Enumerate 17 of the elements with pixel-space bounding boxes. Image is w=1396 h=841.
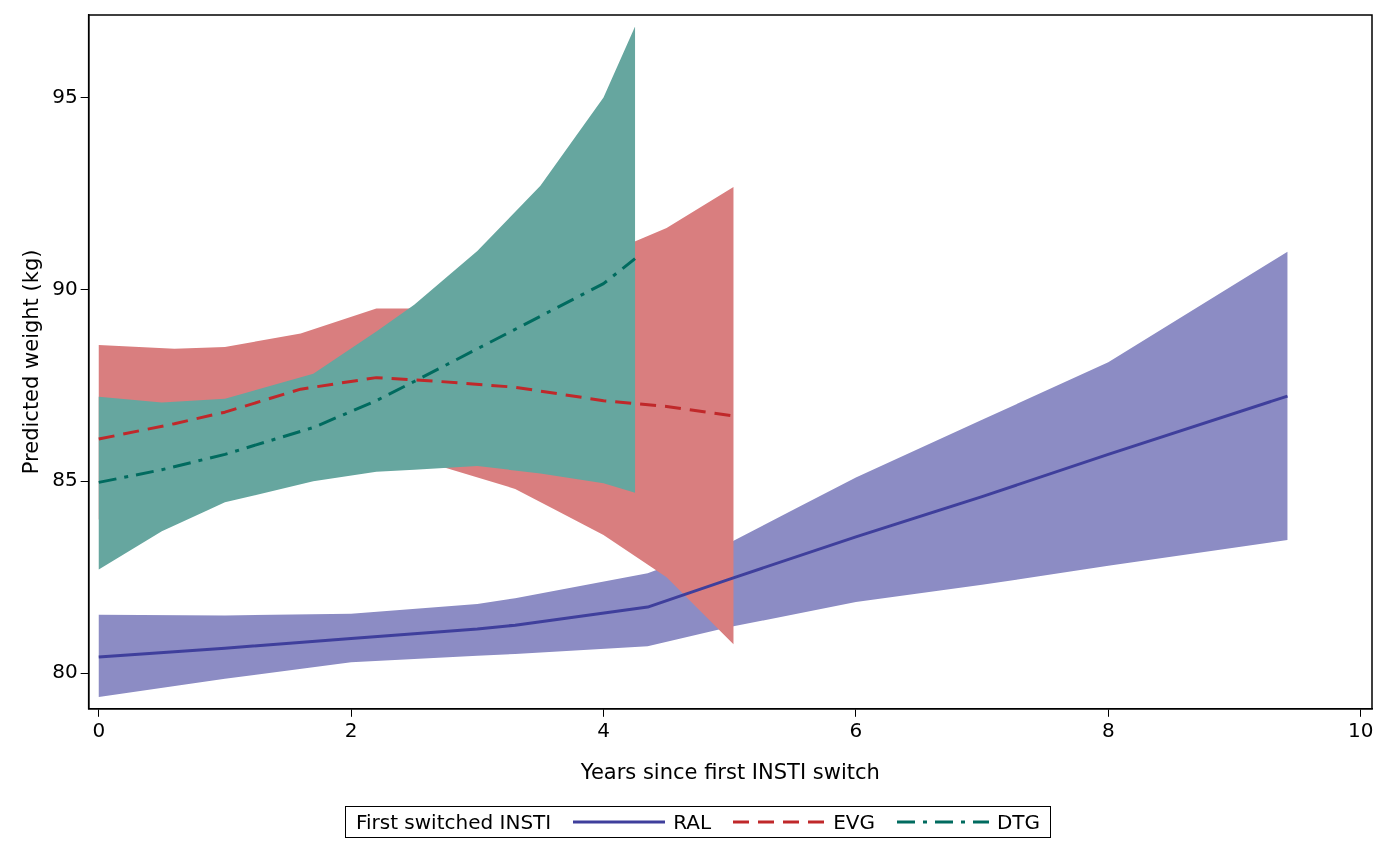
x-tick-label: 2 (344, 718, 358, 742)
y-tick-label: 90 (52, 275, 78, 300)
legend-label: RAL (673, 810, 712, 834)
x-tick-label: 6 (849, 718, 863, 742)
x-tick-label: 0 (92, 718, 106, 742)
legend-title: First switched INSTI (355, 810, 552, 834)
line-series (97, 257, 637, 484)
legend-label: EVG (833, 810, 875, 834)
x-tick-label: 8 (1101, 718, 1115, 742)
x-axis-title: Years since first INSTI switch (579, 759, 880, 784)
y-tick-label: 80 (52, 659, 78, 684)
y-axis-title: Predicted weight (kg) (19, 249, 44, 475)
x-tick-label: 4 (597, 718, 610, 742)
x-tick-label: 10 (1347, 718, 1374, 742)
legend-label: DTG (996, 810, 1041, 834)
y-tick-label: 95 (52, 83, 78, 108)
y-tick-label: 85 (52, 467, 78, 492)
